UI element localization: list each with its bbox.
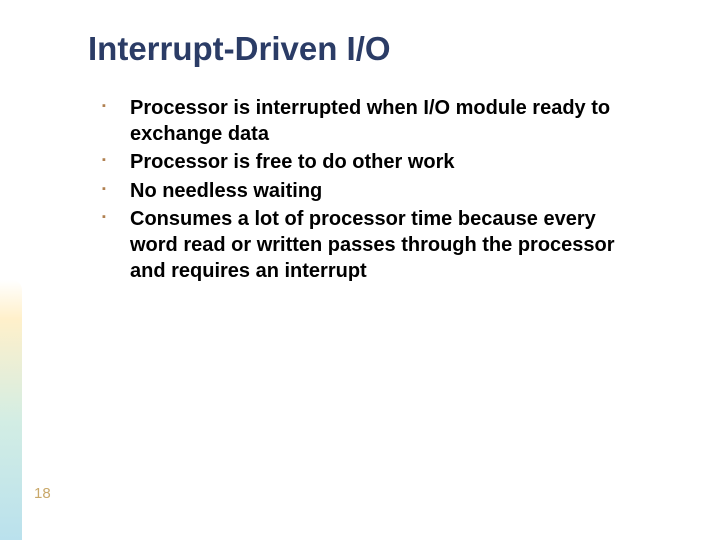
- list-item: No needless waiting: [130, 179, 630, 205]
- slide-title: Interrupt-Driven I/O: [88, 30, 670, 68]
- list-item: Processor is free to do other work: [130, 150, 630, 176]
- bullet-list: Processor is interrupted when I/O module…: [88, 96, 670, 284]
- list-item: Processor is interrupted when I/O module…: [130, 96, 630, 147]
- list-item: Consumes a lot of processor time because…: [130, 207, 630, 284]
- slide-container: Interrupt-Driven I/O Processor is interr…: [0, 0, 720, 540]
- page-number: 18: [34, 485, 51, 502]
